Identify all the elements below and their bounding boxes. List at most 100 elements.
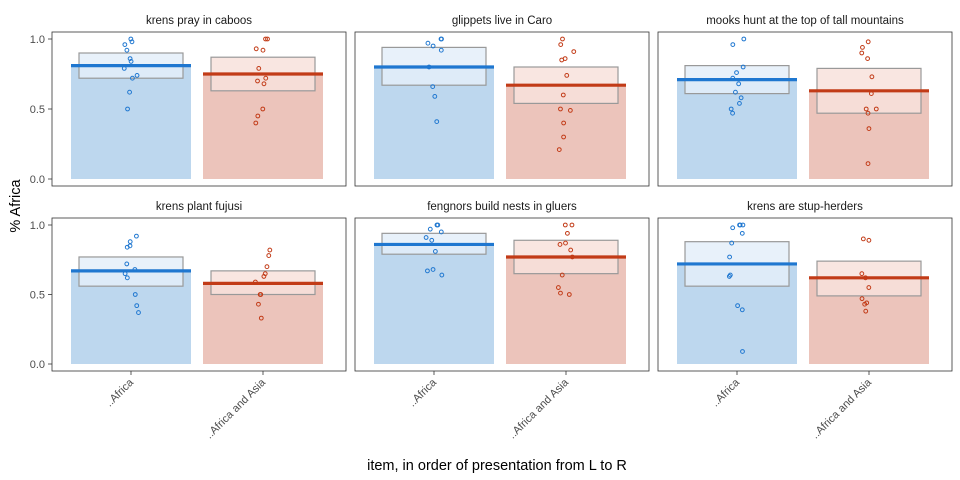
- data-point: [571, 49, 577, 54]
- strip-label: glippets live in Caro: [452, 15, 552, 27]
- data-point: [730, 42, 736, 47]
- data-point: [563, 240, 568, 246]
- y-tick-label: 1.0: [30, 34, 45, 46]
- data-point: [564, 230, 570, 236]
- data-point: [733, 89, 738, 95]
- data-point: [125, 106, 130, 112]
- data-point: [252, 279, 258, 285]
- data-point: [134, 303, 140, 309]
- data-point: [737, 101, 742, 106]
- bar: [203, 74, 323, 179]
- data-point: [255, 78, 260, 84]
- data-point: [132, 267, 138, 272]
- data-point: [739, 230, 745, 236]
- bar: [374, 244, 494, 364]
- data-point: [726, 274, 732, 279]
- data-point: [859, 271, 865, 277]
- data-point: [740, 349, 745, 354]
- data-point: [130, 75, 135, 81]
- data-point: [261, 274, 267, 279]
- data-point: [559, 272, 565, 278]
- data-point: [128, 59, 134, 64]
- facet-panel: krens are stup-herders ..Africa ..Africa a…: [657, 194, 953, 441]
- data-point: [862, 301, 868, 307]
- data-point: [558, 290, 563, 296]
- data-point: [435, 222, 441, 228]
- data-point: [430, 267, 436, 272]
- data-point: [265, 36, 270, 42]
- data-point: [127, 56, 133, 61]
- data-point: [555, 285, 561, 290]
- data-point: [569, 222, 575, 228]
- bar: [203, 283, 323, 364]
- data-point: [132, 292, 138, 297]
- facet-panel: krens pray in caboos 0.0 0.5 1.0: [30, 8, 347, 187]
- data-point: [863, 275, 868, 281]
- data-point: [266, 253, 272, 258]
- data-point: [728, 106, 734, 112]
- data-point: [558, 106, 563, 112]
- data-point: [865, 110, 871, 116]
- data-point: [740, 222, 746, 228]
- data-point: [122, 271, 128, 277]
- strip-background: [52, 194, 346, 218]
- data-point: [865, 161, 871, 167]
- data-point: [729, 240, 735, 246]
- data-point: [256, 66, 262, 71]
- data-point: [432, 249, 438, 254]
- data-point: [730, 75, 736, 81]
- data-point: [560, 36, 565, 42]
- data-point: [730, 110, 735, 116]
- strip-background: [658, 194, 952, 218]
- panels-layer: krens pray in caboos 0.0 0.5 1.0 glippets li…: [30, 8, 953, 441]
- data-point: [556, 147, 562, 153]
- data-point: [425, 268, 430, 274]
- data-point: [741, 36, 747, 42]
- y-tick-label: 0.0: [30, 359, 45, 371]
- data-point: [561, 120, 567, 126]
- data-point: [124, 275, 130, 281]
- data-point: [566, 292, 572, 297]
- x-tick-label: ..Africa and Asia: [203, 376, 268, 441]
- x-tick-label: ..Africa and Asia: [506, 376, 571, 441]
- facet-panel: glippets live in Caro: [354, 8, 650, 187]
- data-point: [429, 237, 435, 243]
- data-point: [438, 229, 444, 235]
- data-point: [868, 91, 874, 96]
- x-tick-label: ..Africa: [709, 376, 742, 409]
- data-point: [121, 66, 127, 71]
- data-point: [439, 272, 445, 278]
- data-point: [863, 308, 869, 314]
- data-point: [873, 106, 879, 112]
- data-point: [253, 46, 259, 52]
- data-point: [258, 315, 264, 321]
- data-point: [859, 296, 865, 302]
- y-tick-label: 0.5: [30, 104, 45, 116]
- data-point: [869, 74, 875, 80]
- strip-label: krens are stup-herders: [747, 201, 863, 213]
- y-tick-label: 0.0: [30, 174, 45, 186]
- data-point: [558, 42, 564, 47]
- data-point: [863, 106, 869, 112]
- data-point: [859, 50, 865, 56]
- data-point: [253, 120, 259, 126]
- data-point: [425, 40, 431, 46]
- data-point: [432, 94, 438, 99]
- data-point: [134, 73, 140, 78]
- facet-panel: krens plant fujusi 0.0 0.5 1.0 ..Africa ..Afr…: [30, 194, 347, 441]
- x-tick-label: ..Africa and Asia: [809, 376, 874, 441]
- y-tick-label: 1.0: [30, 220, 45, 232]
- data-point: [430, 43, 436, 49]
- strip-label: fengnors build nests in gluers: [427, 201, 577, 213]
- strip-background: [52, 8, 346, 32]
- data-point: [430, 84, 436, 89]
- data-point: [740, 64, 746, 70]
- data-point: [730, 225, 736, 231]
- data-point: [264, 264, 270, 270]
- facet-panel: mooks hunt at the top of tall mountains: [657, 8, 953, 187]
- x-tick-label: ..Africa: [103, 376, 136, 409]
- data-point: [559, 57, 565, 63]
- data-point: [866, 237, 872, 243]
- x-tick-label: ..Africa: [406, 376, 439, 409]
- data-point: [736, 81, 742, 87]
